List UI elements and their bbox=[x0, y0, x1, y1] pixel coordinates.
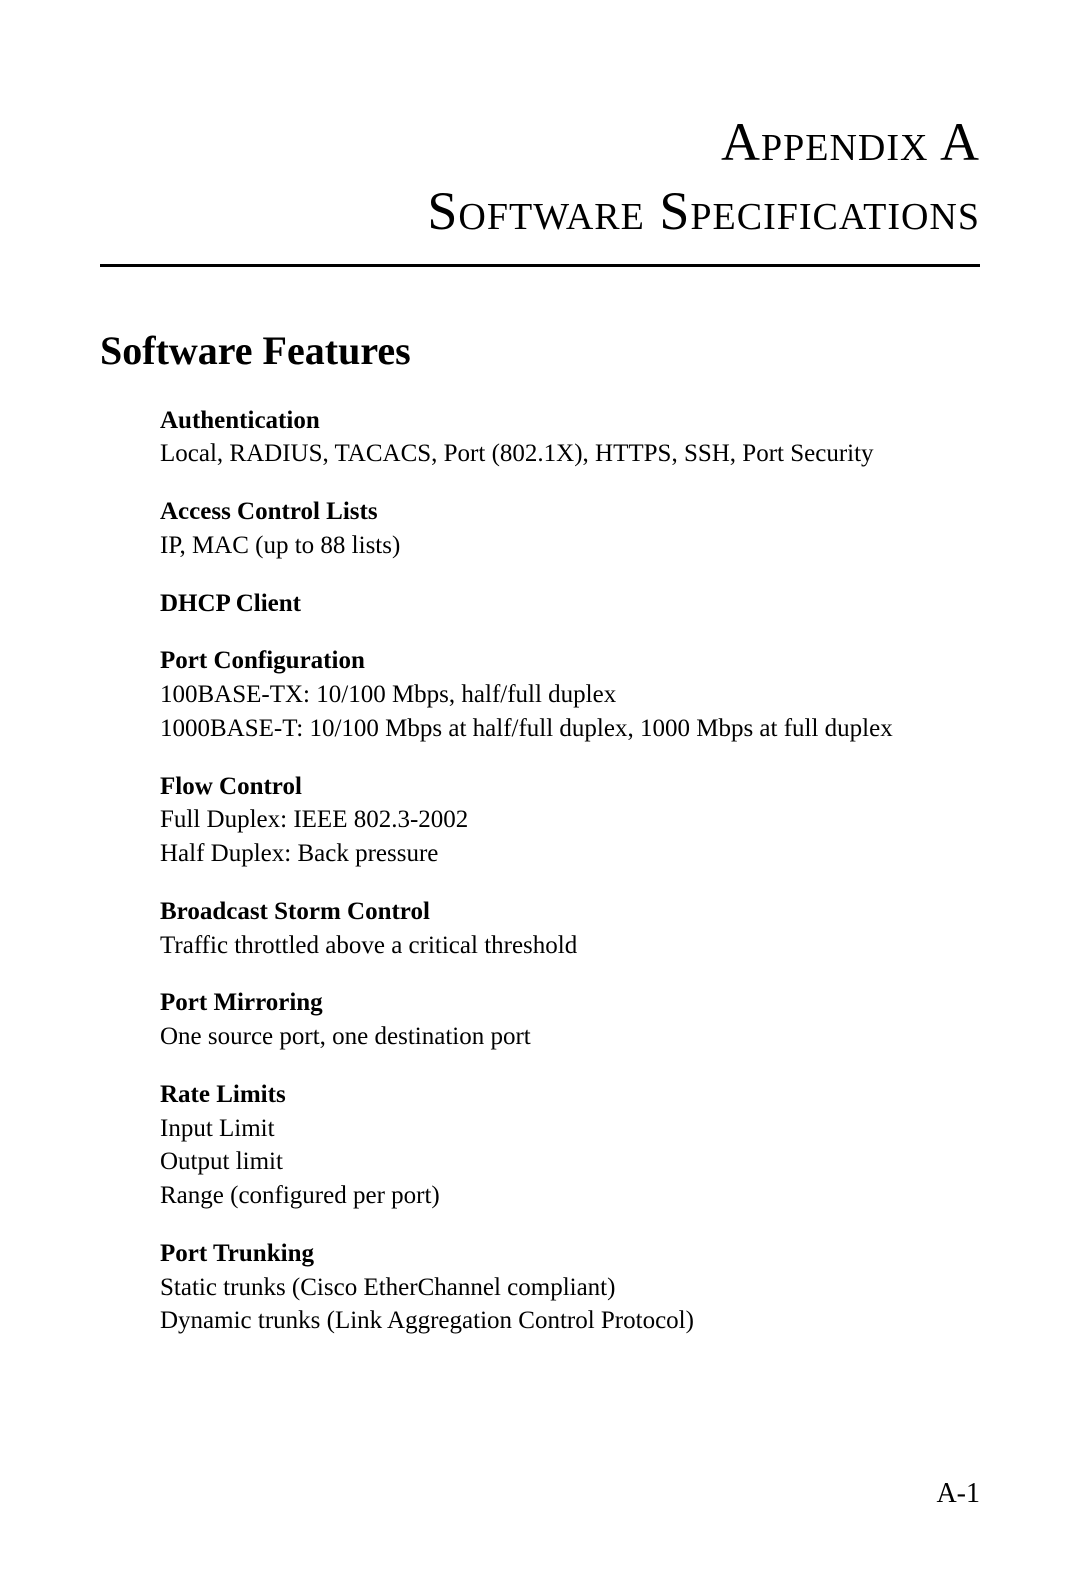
feature-line: Output limit bbox=[160, 1145, 980, 1179]
feature-line: 100BASE-TX: 10/100 Mbps, half/full duple… bbox=[160, 678, 980, 712]
feature-body: One source port, one destination port bbox=[160, 1020, 980, 1054]
feature-line: Traffic throttled above a critical thres… bbox=[160, 929, 980, 963]
feature-flow-control: Flow Control Full Duplex: IEEE 802.3-200… bbox=[160, 770, 980, 871]
feature-body: IP, MAC (up to 88 lists) bbox=[160, 529, 980, 563]
feature-body: Full Duplex: IEEE 802.3-2002 Half Duplex… bbox=[160, 803, 980, 871]
feature-body: 100BASE-TX: 10/100 Mbps, half/full duple… bbox=[160, 678, 980, 746]
feature-broadcast-storm: Broadcast Storm Control Traffic throttle… bbox=[160, 895, 980, 963]
feature-title: Port Configuration bbox=[160, 644, 980, 678]
feature-line: Half Duplex: Back pressure bbox=[160, 837, 980, 871]
feature-title: Rate Limits bbox=[160, 1078, 980, 1112]
feature-title: DHCP Client bbox=[160, 587, 980, 621]
feature-title: Broadcast Storm Control bbox=[160, 895, 980, 929]
feature-line: One source port, one destination port bbox=[160, 1020, 980, 1054]
feature-title: Authentication bbox=[160, 404, 980, 438]
feature-port-mirroring: Port Mirroring One source port, one dest… bbox=[160, 986, 980, 1054]
feature-line: Full Duplex: IEEE 802.3-2002 bbox=[160, 803, 980, 837]
feature-line: Dynamic trunks (Link Aggregation Control… bbox=[160, 1304, 980, 1338]
page-number: A-1 bbox=[936, 1478, 980, 1510]
feature-body: Static trunks (Cisco EtherChannel compli… bbox=[160, 1271, 980, 1339]
feature-line: IP, MAC (up to 88 lists) bbox=[160, 529, 980, 563]
feature-body: Traffic throttled above a critical thres… bbox=[160, 929, 980, 963]
feature-dhcp: DHCP Client bbox=[160, 587, 980, 621]
title-rule bbox=[100, 264, 980, 267]
section-heading: Software Features bbox=[100, 327, 980, 374]
feature-line: Input Limit bbox=[160, 1112, 980, 1146]
feature-title: Port Mirroring bbox=[160, 986, 980, 1020]
feature-authentication: Authentication Local, RADIUS, TACACS, Po… bbox=[160, 404, 980, 472]
feature-port-config: Port Configuration 100BASE-TX: 10/100 Mb… bbox=[160, 644, 980, 745]
feature-line: 1000BASE-T: 10/100 Mbps at half/full dup… bbox=[160, 712, 980, 746]
feature-port-trunking: Port Trunking Static trunks (Cisco Ether… bbox=[160, 1237, 980, 1338]
page-container: Appendix A Software Specifications Softw… bbox=[0, 0, 1080, 1570]
feature-line: Local, RADIUS, TACACS, Port (802.1X), HT… bbox=[160, 437, 980, 471]
appendix-label: Appendix A bbox=[100, 110, 980, 175]
feature-title: Port Trunking bbox=[160, 1237, 980, 1271]
page-title: Software Specifications bbox=[100, 179, 980, 244]
feature-title: Access Control Lists bbox=[160, 495, 980, 529]
features-list: Authentication Local, RADIUS, TACACS, Po… bbox=[160, 404, 980, 1339]
feature-body: Local, RADIUS, TACACS, Port (802.1X), HT… bbox=[160, 437, 980, 471]
feature-title: Flow Control bbox=[160, 770, 980, 804]
feature-line: Range (configured per port) bbox=[160, 1179, 980, 1213]
feature-acl: Access Control Lists IP, MAC (up to 88 l… bbox=[160, 495, 980, 563]
feature-rate-limits: Rate Limits Input Limit Output limit Ran… bbox=[160, 1078, 980, 1213]
feature-line: Static trunks (Cisco EtherChannel compli… bbox=[160, 1271, 980, 1305]
feature-body: Input Limit Output limit Range (configur… bbox=[160, 1112, 980, 1213]
